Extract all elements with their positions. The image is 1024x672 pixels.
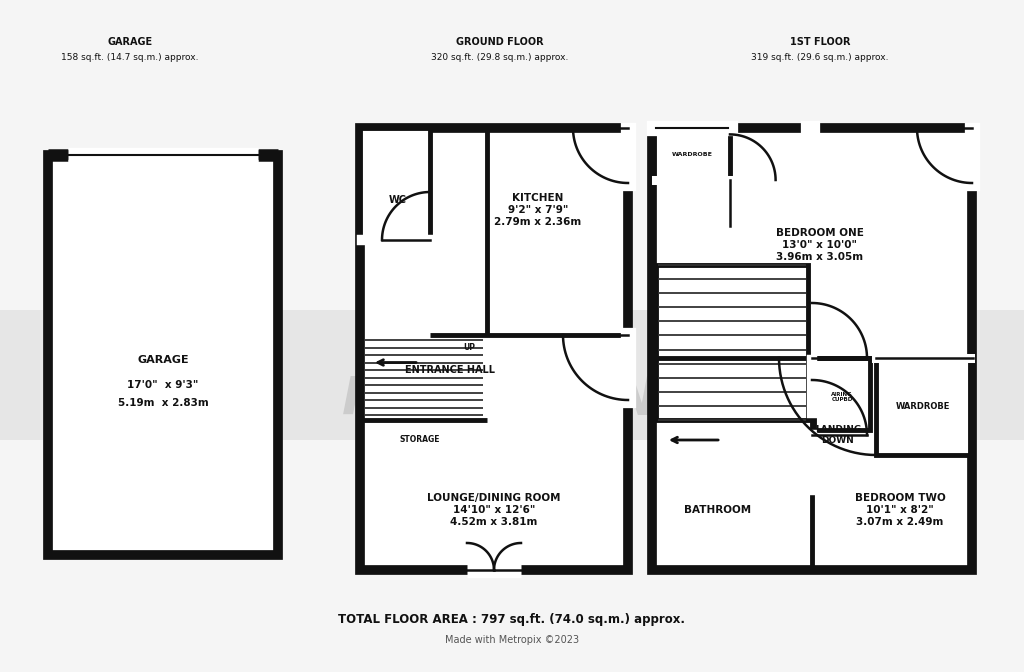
Text: LANDING
DOWN: LANDING DOWN — [815, 425, 861, 445]
Text: AIRING
CUPBD: AIRING CUPBD — [831, 392, 853, 403]
FancyBboxPatch shape — [48, 155, 278, 555]
Text: 319 sq.ft. (29.6 sq.m.) approx.: 319 sq.ft. (29.6 sq.m.) approx. — [752, 52, 889, 62]
FancyBboxPatch shape — [360, 128, 430, 240]
Text: UP: UP — [463, 343, 475, 351]
FancyBboxPatch shape — [652, 128, 972, 570]
Text: GROUND FLOOR: GROUND FLOOR — [456, 37, 544, 47]
Text: 158 sq.ft. (14.7 sq.m.) approx.: 158 sq.ft. (14.7 sq.m.) approx. — [61, 52, 199, 62]
Text: STORAGE: STORAGE — [399, 435, 440, 444]
Bar — [0, 310, 1024, 440]
Text: HARVEY: HARVEY — [380, 329, 621, 381]
Text: TOTAL FLOOR AREA : 797 sq.ft. (74.0 sq.m.) approx.: TOTAL FLOOR AREA : 797 sq.ft. (74.0 sq.m… — [339, 614, 685, 626]
Text: BEDROOM TWO
10'1" x 8'2"
3.07m x 2.49m: BEDROOM TWO 10'1" x 8'2" 3.07m x 2.49m — [855, 493, 945, 527]
Text: KITCHEN
9'2" x 7'9"
2.79m x 2.36m: KITCHEN 9'2" x 7'9" 2.79m x 2.36m — [495, 194, 582, 226]
Text: GARAGE: GARAGE — [108, 37, 153, 47]
Text: WARDROBE: WARDROBE — [672, 151, 713, 157]
Text: LOUNGE/DINING ROOM
14'10" x 12'6"
4.52m x 3.81m: LOUNGE/DINING ROOM 14'10" x 12'6" 4.52m … — [427, 493, 561, 527]
Text: BEDROOM ONE
13'0" x 10'0"
3.96m x 3.05m: BEDROOM ONE 13'0" x 10'0" 3.96m x 3.05m — [776, 228, 864, 261]
FancyBboxPatch shape — [876, 358, 970, 455]
FancyBboxPatch shape — [654, 128, 730, 180]
Text: ROBINSON: ROBINSON — [342, 374, 658, 426]
Text: 17'0"  x 9'3": 17'0" x 9'3" — [127, 380, 199, 390]
Text: 5.19m  x 2.83m: 5.19m x 2.83m — [118, 398, 208, 408]
Text: GARAGE: GARAGE — [137, 355, 188, 365]
Text: BATHROOM: BATHROOM — [684, 505, 752, 515]
Text: WARDROBE: WARDROBE — [896, 402, 950, 411]
Text: 1ST FLOOR: 1ST FLOOR — [790, 37, 850, 47]
FancyBboxPatch shape — [656, 265, 808, 420]
Text: 320 sq.ft. (29.8 sq.m.) approx.: 320 sq.ft. (29.8 sq.m.) approx. — [431, 52, 568, 62]
Text: ENTRANCE HALL: ENTRANCE HALL — [406, 365, 495, 375]
Text: WC: WC — [389, 195, 407, 205]
Text: Made with Metropix ©2023: Made with Metropix ©2023 — [445, 635, 579, 645]
FancyBboxPatch shape — [360, 128, 628, 570]
FancyBboxPatch shape — [814, 358, 870, 430]
